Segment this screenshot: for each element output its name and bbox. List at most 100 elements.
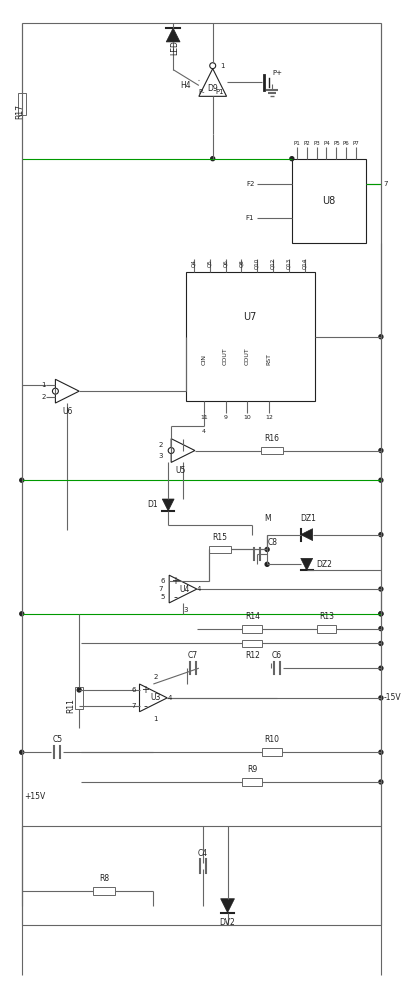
Circle shape — [379, 335, 383, 339]
Bar — [75, 687, 83, 709]
Circle shape — [290, 157, 294, 161]
Circle shape — [20, 612, 24, 616]
Text: C4: C4 — [198, 849, 208, 858]
Text: 2: 2 — [41, 394, 46, 400]
Text: 4: 4 — [202, 429, 206, 434]
Text: 3: 3 — [183, 607, 187, 613]
Circle shape — [379, 533, 383, 537]
Text: DZ1: DZ1 — [301, 514, 317, 523]
Text: H4: H4 — [180, 81, 191, 90]
Text: U6: U6 — [62, 407, 72, 416]
Text: U7: U7 — [244, 312, 257, 322]
Circle shape — [265, 562, 269, 566]
Polygon shape — [55, 379, 79, 403]
Bar — [292, 159, 366, 243]
Text: Q4: Q4 — [191, 260, 196, 267]
Text: P5: P5 — [333, 141, 340, 146]
Text: RST: RST — [267, 353, 271, 365]
Text: R14: R14 — [245, 612, 260, 621]
Text: +: + — [141, 685, 149, 695]
Text: M: M — [264, 514, 270, 523]
Text: R15: R15 — [212, 533, 227, 542]
Text: +: + — [171, 576, 179, 586]
Circle shape — [379, 612, 383, 616]
Circle shape — [379, 478, 383, 482]
Circle shape — [211, 157, 215, 161]
Circle shape — [20, 750, 24, 754]
Text: Q12: Q12 — [271, 258, 276, 269]
Text: -: - — [143, 701, 147, 711]
Text: U8: U8 — [322, 196, 336, 206]
Text: 3: 3 — [159, 453, 163, 459]
Bar — [242, 778, 262, 786]
Text: 2: 2 — [159, 442, 163, 448]
Text: P2: P2 — [303, 141, 310, 146]
Text: Q13: Q13 — [286, 258, 291, 269]
Text: +15V: +15V — [24, 792, 45, 801]
Polygon shape — [171, 439, 195, 462]
Text: -15V: -15V — [384, 693, 402, 702]
Polygon shape — [169, 575, 197, 603]
Bar — [261, 447, 283, 454]
Text: Q14: Q14 — [302, 258, 307, 269]
Polygon shape — [301, 558, 313, 570]
Text: 1: 1 — [41, 382, 46, 388]
Circle shape — [210, 63, 216, 69]
Text: LED1: LED1 — [170, 35, 179, 55]
Bar — [209, 546, 231, 553]
Polygon shape — [221, 899, 234, 913]
Text: P1: P1 — [216, 89, 224, 95]
Text: P+: P+ — [272, 70, 282, 76]
Circle shape — [379, 666, 383, 670]
Bar — [242, 640, 262, 647]
Circle shape — [20, 478, 24, 482]
Circle shape — [53, 388, 58, 394]
Circle shape — [77, 688, 81, 692]
Text: C7: C7 — [188, 651, 198, 660]
Text: DZ2: DZ2 — [317, 560, 332, 569]
Text: C5: C5 — [53, 735, 63, 744]
Text: R11: R11 — [67, 698, 76, 713]
Text: Q10: Q10 — [255, 258, 260, 269]
Circle shape — [379, 750, 383, 754]
Text: DV2: DV2 — [220, 918, 236, 927]
Text: 1: 1 — [154, 716, 158, 722]
Text: R17: R17 — [15, 104, 24, 119]
Text: 4: 4 — [197, 586, 201, 592]
Text: 11: 11 — [200, 415, 208, 420]
Text: F2: F2 — [246, 181, 254, 187]
Text: 5: 5 — [161, 594, 165, 600]
Text: 1: 1 — [221, 63, 225, 69]
Circle shape — [379, 612, 383, 616]
Bar — [18, 93, 26, 115]
Text: R10: R10 — [265, 735, 280, 744]
Text: C6: C6 — [272, 651, 282, 660]
Text: -: - — [173, 592, 177, 602]
Polygon shape — [199, 69, 227, 96]
Text: 7: 7 — [384, 181, 388, 187]
Text: R8: R8 — [99, 874, 109, 883]
Text: C8: C8 — [267, 538, 277, 547]
Text: P4: P4 — [323, 141, 330, 146]
Text: 4: 4 — [167, 695, 172, 701]
Text: R9: R9 — [247, 765, 257, 774]
Circle shape — [379, 449, 383, 453]
Circle shape — [379, 696, 383, 700]
Text: Q6: Q6 — [223, 260, 228, 267]
Text: U3: U3 — [150, 693, 160, 702]
Text: 7: 7 — [131, 703, 136, 709]
Text: 9: 9 — [223, 415, 227, 420]
Circle shape — [265, 547, 269, 551]
Circle shape — [168, 448, 174, 453]
Circle shape — [379, 780, 383, 784]
Text: R12: R12 — [245, 651, 260, 660]
Text: Q5: Q5 — [207, 260, 212, 267]
Bar — [262, 748, 282, 756]
Circle shape — [379, 587, 383, 591]
Text: 12: 12 — [265, 415, 273, 420]
Polygon shape — [166, 28, 180, 42]
Polygon shape — [162, 499, 174, 511]
Text: U4: U4 — [180, 585, 190, 594]
Text: F1: F1 — [246, 215, 254, 221]
Text: COUT: COUT — [245, 347, 250, 365]
